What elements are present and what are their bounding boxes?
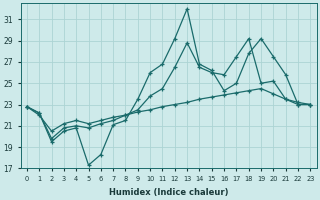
X-axis label: Humidex (Indice chaleur): Humidex (Indice chaleur) xyxy=(109,188,228,197)
